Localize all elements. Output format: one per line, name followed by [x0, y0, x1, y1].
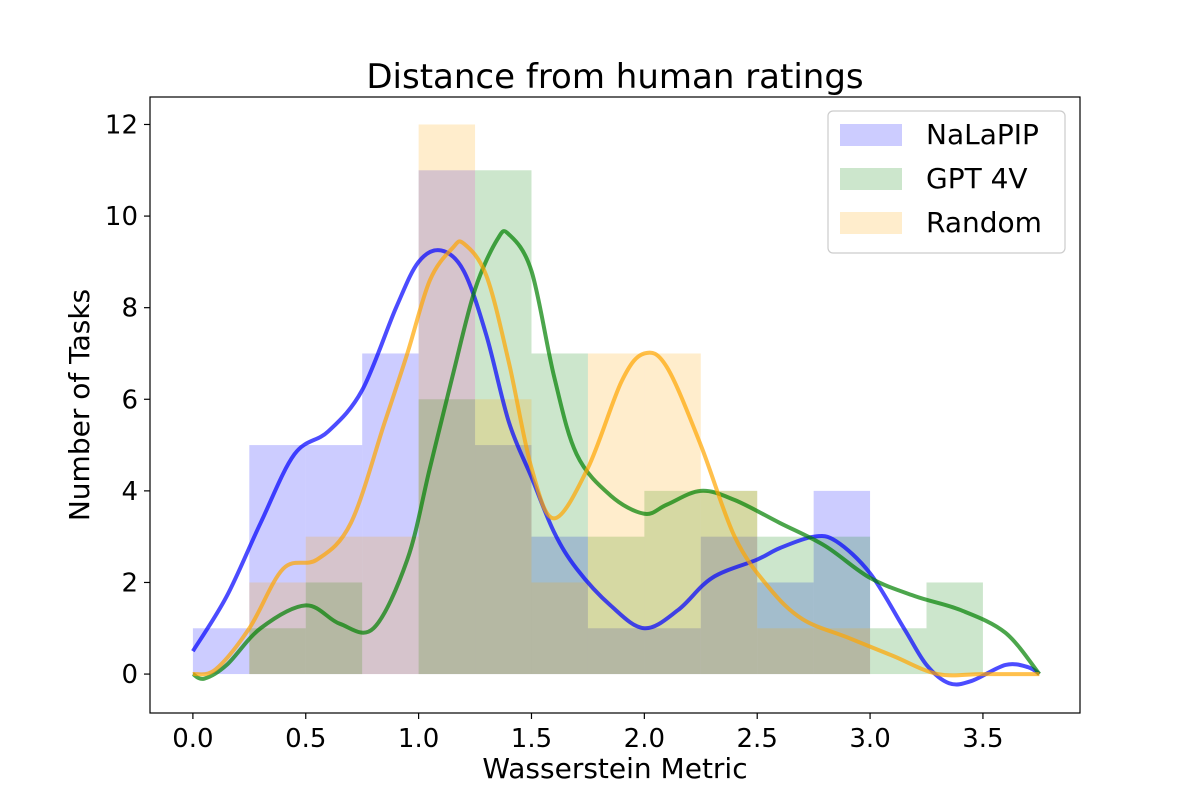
- legend-swatch-gpt-4v: [840, 168, 902, 190]
- hist-bar-random: [587, 353, 645, 675]
- hist-bar-gpt-4v: [587, 536, 645, 675]
- y-tick-label: 6: [121, 385, 138, 415]
- y-tick-label: 0: [121, 660, 138, 690]
- x-tick-label: 2.0: [624, 724, 665, 754]
- chart-title: Distance from human ratings: [366, 57, 863, 97]
- y-tick-label: 12: [105, 110, 138, 140]
- y-tick-label: 2: [121, 568, 138, 598]
- legend-label-gpt-4v: GPT 4V: [926, 162, 1028, 195]
- hist-bar-nalapip: [644, 628, 701, 675]
- x-tick-label: 3.0: [849, 724, 890, 754]
- plot-frame: [149, 96, 1081, 714]
- hist-bar-nalapip: [587, 628, 645, 675]
- y-tick-label: 4: [121, 477, 138, 507]
- y-axis-label: Number of Tasks: [63, 289, 96, 521]
- legend: NaLaPIP GPT 4V Random: [827, 110, 1066, 254]
- x-tick-label: 3.5: [962, 724, 1003, 754]
- kde-curve-gpt-4v: [191, 229, 1041, 681]
- hist-bar-nalapip: [757, 582, 814, 675]
- x-tick-label: 2.5: [737, 724, 778, 754]
- kde-curves: [191, 229, 1041, 687]
- legend-swatch-nalapip: [840, 124, 902, 146]
- x-axis: 0.0 0.5 1.0 1.5 2.0 2.5 3.0 3.5: [172, 713, 1004, 754]
- hist-bar-nalapip: [531, 536, 588, 675]
- kde-curve-nalapip: [191, 248, 1041, 687]
- legend-label-nalapip: NaLaPIP: [926, 118, 1039, 151]
- x-tick-label: 1.0: [398, 724, 439, 754]
- hist-bar-gpt-4v: [644, 490, 701, 675]
- hist-bar-random: [475, 399, 532, 675]
- hist-bar-nalapip: [475, 445, 532, 675]
- x-tick-label: 0.5: [285, 724, 326, 754]
- legend-swatch-random: [840, 212, 902, 234]
- legend-box: [827, 110, 1066, 254]
- x-tick-label: 0.0: [172, 724, 213, 754]
- x-axis-label: Wasserstein Metric: [482, 752, 747, 785]
- hist-bar-random: [757, 628, 814, 675]
- hist-bar-gpt-4v: [249, 628, 306, 675]
- histogram-bars: [192, 124, 983, 675]
- y-tick-label: 10: [105, 202, 138, 232]
- y-tick-label: 8: [121, 294, 138, 324]
- x-tick-label: 1.5: [511, 724, 552, 754]
- hist-bar-gpt-4v: [926, 582, 983, 675]
- hist-bar-random: [531, 582, 588, 675]
- kde-curve-random: [192, 239, 1040, 678]
- hist-bar-gpt-4v: [418, 399, 476, 675]
- plot-area: [149, 96, 1081, 714]
- legend-label-random: Random: [926, 206, 1042, 239]
- y-axis: 0 2 4 6 8 10 12: [105, 110, 150, 690]
